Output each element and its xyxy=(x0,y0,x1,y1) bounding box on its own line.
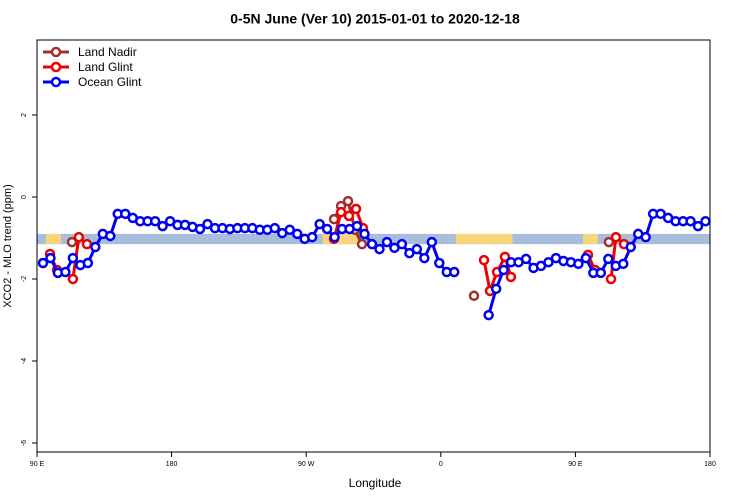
data-point xyxy=(350,203,362,215)
data-point xyxy=(434,257,445,269)
legend-marker xyxy=(50,61,62,73)
data-point xyxy=(685,215,696,227)
x-tick-label: 90 E xyxy=(568,461,583,468)
data-point xyxy=(468,290,480,302)
x-tick-label: 0 xyxy=(439,461,443,468)
data-point xyxy=(692,220,704,232)
plot-border xyxy=(36,39,711,453)
legend-label: Ocean Glint xyxy=(78,75,142,89)
data-point xyxy=(67,252,79,264)
reference-band xyxy=(37,233,710,245)
data-point xyxy=(595,267,607,279)
data-point xyxy=(498,264,509,276)
data-point xyxy=(610,231,622,243)
data-point xyxy=(543,256,554,268)
legend-marker xyxy=(50,76,62,88)
data-point xyxy=(157,220,168,232)
data-point xyxy=(520,253,532,265)
data-point xyxy=(202,218,213,230)
data-point xyxy=(284,224,295,236)
x-tick-label: 180 xyxy=(166,461,178,468)
band-highlight xyxy=(455,233,513,245)
series-line xyxy=(42,212,707,316)
data-point xyxy=(603,236,615,248)
data-point xyxy=(573,258,584,270)
data-point xyxy=(381,236,393,248)
data-point xyxy=(321,223,333,235)
data-point xyxy=(314,218,325,230)
data-point xyxy=(499,251,511,263)
data-point xyxy=(411,243,423,255)
data-point xyxy=(66,236,78,248)
data-point xyxy=(356,238,368,250)
data-point xyxy=(306,231,318,243)
x-tick-label: 90 W xyxy=(298,461,315,468)
data-point xyxy=(404,247,415,259)
data-point xyxy=(478,254,490,266)
data-point xyxy=(625,241,636,253)
data-point xyxy=(90,241,101,253)
data-point xyxy=(149,215,161,227)
legend-marker xyxy=(50,46,62,58)
x-tick-label: 180 xyxy=(704,461,716,468)
data-point xyxy=(640,231,651,243)
data-point xyxy=(105,230,116,242)
y-tick-label: -2 xyxy=(21,276,28,282)
chart-title: 0-5N June (Ver 10) 2015-01-01 to 2020-12… xyxy=(230,11,520,27)
y-tick-label: 2 xyxy=(21,113,28,117)
data-point xyxy=(269,222,281,234)
legend-label: Land Glint xyxy=(78,60,133,74)
band-highlight xyxy=(582,233,598,245)
data-point xyxy=(343,210,355,222)
data-point xyxy=(328,213,340,225)
data-point xyxy=(82,257,94,269)
data-point xyxy=(366,238,378,250)
data-point xyxy=(449,266,460,278)
data-point xyxy=(37,257,49,269)
data-point xyxy=(580,252,592,264)
data-point xyxy=(483,309,494,321)
data-point xyxy=(81,238,93,250)
data-point xyxy=(700,215,711,227)
data-point xyxy=(73,231,85,243)
data-point xyxy=(359,228,370,240)
data-point xyxy=(67,273,79,285)
data-point xyxy=(419,252,430,264)
data-point xyxy=(603,253,614,265)
data-point xyxy=(329,231,340,243)
data-point xyxy=(396,238,408,250)
band-highlight xyxy=(45,233,61,245)
y-tick-label: -4 xyxy=(21,358,28,364)
data-point xyxy=(655,208,666,220)
data-point xyxy=(119,208,131,220)
data-point xyxy=(426,236,438,248)
plot-area: 90 E 180 90 W 0 90 E 180 -6 -4 -2 0 2 xyxy=(21,113,716,468)
data-point xyxy=(60,266,71,278)
legend-label: Land Nadir xyxy=(78,45,137,59)
y-axis-label: XCO2 - MLO trend (ppm) xyxy=(2,184,14,307)
data-point xyxy=(490,283,502,295)
data-point xyxy=(342,195,354,207)
data-point xyxy=(505,271,517,283)
data-point xyxy=(335,206,347,218)
data-point xyxy=(45,252,56,264)
band-highlight xyxy=(322,233,361,245)
x-axis-label: Longitude xyxy=(349,476,402,490)
data-point xyxy=(194,223,206,235)
x-tick-label: 90 E xyxy=(30,461,45,468)
data-point xyxy=(351,220,363,232)
data-point xyxy=(291,228,303,240)
y-tick-label: -6 xyxy=(21,440,28,446)
data-point xyxy=(605,273,617,285)
data-point xyxy=(618,258,629,270)
y-tick-label: 0 xyxy=(21,195,28,199)
data-point xyxy=(374,243,385,255)
